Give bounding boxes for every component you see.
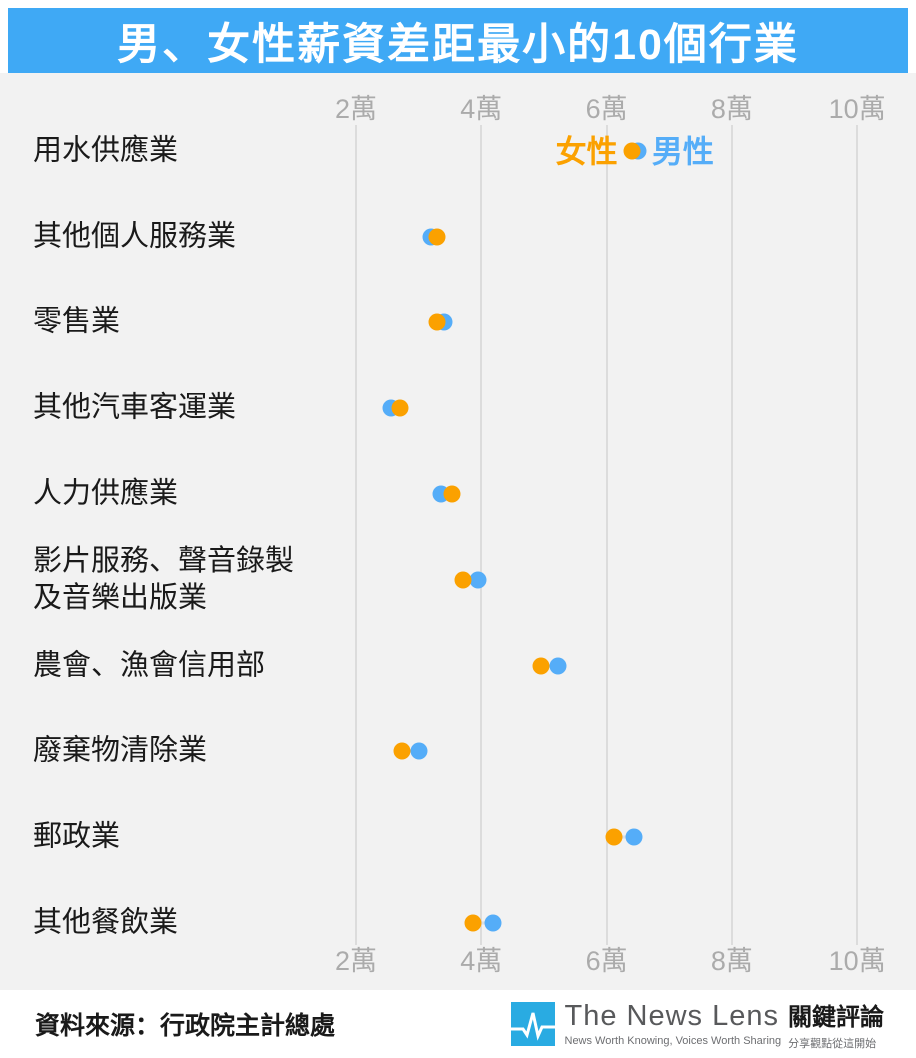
category-label: 廢棄物清除業 xyxy=(33,734,208,767)
category-label: 用水供應業 xyxy=(33,134,179,167)
male-dot xyxy=(410,742,428,760)
x-axis-tick-label-top: 8萬 xyxy=(710,94,753,124)
data-source-label: 資料來源：行政院主計總處 xyxy=(35,1012,336,1040)
category-label: 其他汽車客運業 xyxy=(33,391,237,424)
category-label: 農會、漁會信用部 xyxy=(33,649,266,681)
x-axis-tick-label-top: 4萬 xyxy=(460,94,503,124)
x-axis-tick-label-bottom: 4萬 xyxy=(460,946,503,976)
gridline xyxy=(605,125,608,945)
pulse-icon xyxy=(510,1002,555,1046)
header-banner: 男、女性薪資差距最小的10個行業 xyxy=(8,8,908,73)
female-dot xyxy=(605,828,623,846)
female-dot xyxy=(428,313,446,331)
news-lens-logo: The News Lens 關鍵評論 News Worth Knowing, V… xyxy=(510,997,885,1051)
legend-male-label: 男性 xyxy=(651,134,714,170)
male-dot xyxy=(625,828,643,846)
logo-tagline-cjk: 分享觀點從這開始 xyxy=(788,1038,877,1050)
x-axis-tick-label-top: 2萬 xyxy=(334,94,378,124)
category-label: 零售業 xyxy=(33,305,121,338)
female-dot xyxy=(393,742,411,760)
female-dot xyxy=(443,485,461,503)
logo-cjk-name: 關鍵評論 xyxy=(788,1004,884,1031)
gridline xyxy=(355,125,357,945)
logo-text: The News Lens 關鍵評論 News Worth Knowing, V… xyxy=(565,997,885,1051)
female-dot xyxy=(464,914,482,932)
x-axis-tick-label-top: 6萬 xyxy=(585,94,628,124)
female-dot xyxy=(391,399,409,417)
pair-connector xyxy=(614,835,635,839)
category-label: 其他個人服務業 xyxy=(33,220,237,252)
x-axis-tick-label-bottom: 8萬 xyxy=(710,946,753,976)
category-label: 郵政業 xyxy=(33,820,121,853)
category-label: 影片服務、聲音錄製 及音樂出版業 xyxy=(33,544,295,614)
page-title: 男、女性薪資差距最小的10個行業 xyxy=(117,20,799,69)
x-axis-tick-label-bottom: 2萬 xyxy=(334,946,378,976)
male-dot xyxy=(484,914,502,932)
male-dot xyxy=(469,571,487,589)
gridline xyxy=(730,125,733,945)
female-dot xyxy=(454,571,471,589)
legend-female-label: 女性 xyxy=(555,134,618,170)
gridline xyxy=(480,125,483,945)
male-dot xyxy=(549,657,567,674)
x-axis-tick-label-top: 10萬 xyxy=(828,94,886,124)
pair-connector xyxy=(401,749,420,753)
wage-gap-chart: 2萬 2萬 4萬 4萬 6萬 6萬 8萬 8萬 10萬 10萬 用水供應業 女性 男性 其他個人服務業 零售… xyxy=(0,73,916,990)
female-dot xyxy=(428,228,446,245)
logo-name: The News Lens xyxy=(564,1000,779,1032)
gridline xyxy=(856,125,859,945)
female-dot xyxy=(532,657,550,674)
pair-connector xyxy=(472,921,494,925)
female-dot xyxy=(623,142,641,160)
category-label: 其他餐飲業 xyxy=(33,906,179,939)
x-axis-tick-label-bottom: 6萬 xyxy=(585,946,628,976)
logo-tagline-en: News Worth Knowing, Voices Worth Sharing xyxy=(564,1035,782,1047)
x-axis-tick-label-bottom: 10萬 xyxy=(828,946,886,976)
footer: 資料來源：行政院主計總處 The News Lens 關鍵評論 News Wor… xyxy=(0,990,916,1058)
category-label: 人力供應業 xyxy=(33,477,179,510)
